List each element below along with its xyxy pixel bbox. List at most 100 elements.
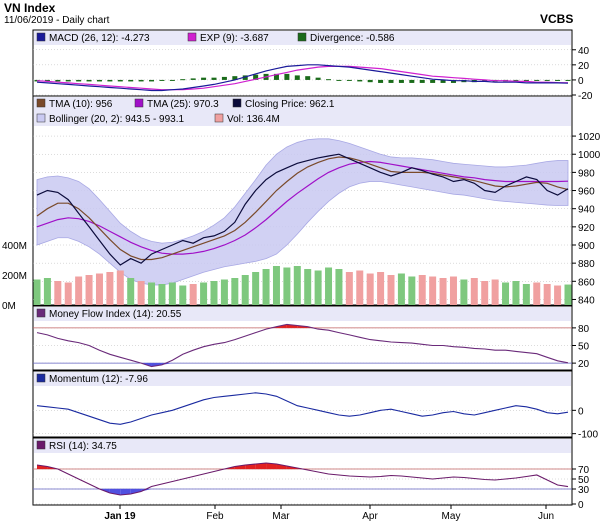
- divergence-bar: [544, 79, 550, 81]
- divergence-bar: [242, 75, 248, 80]
- volume-bar: [127, 278, 135, 305]
- x-tick-label: Jun: [538, 511, 554, 522]
- volume-bar: [345, 272, 353, 305]
- price-ytick-label: 840: [578, 295, 595, 306]
- divergence-bar: [55, 79, 61, 82]
- price-panel: TMA (10): 956 TMA (25): 970.3 Closing Pric…: [2, 95, 601, 312]
- divergence-bar: [169, 79, 175, 81]
- rsi-ytick-label: 70: [578, 465, 590, 476]
- divergence-bar: [419, 79, 425, 83]
- divergence-bar: [273, 73, 279, 80]
- price-legend-swatch: [134, 98, 144, 108]
- x-tick-label: Jan 19: [104, 511, 136, 522]
- mfi-ytick-label: 50: [578, 342, 590, 353]
- divergence-bar: [149, 79, 155, 82]
- divergence-bar: [555, 79, 561, 81]
- price-ytick-label: 980: [578, 168, 595, 179]
- price-ytick-label: 900: [578, 241, 595, 252]
- divergence-bar: [76, 79, 82, 82]
- momentum-panel: Momentum (12): -7.96 0 -100: [32, 370, 598, 441]
- x-tick-label: Apr: [362, 511, 378, 522]
- volume-bar: [502, 282, 510, 305]
- price-legend-label: TMA (25): 970.3: [147, 99, 219, 110]
- x-tick-label: Mar: [272, 511, 290, 522]
- volume-bar: [168, 282, 176, 305]
- volume-bar: [522, 284, 530, 305]
- chart-title: VN Index: [4, 1, 56, 15]
- volume-bar: [397, 273, 405, 305]
- rsi-legend-label: RSI (14): 34.75: [49, 441, 117, 452]
- volume-bar: [325, 267, 333, 305]
- rsi-legend-swatch: [36, 440, 46, 450]
- volume-bar: [272, 266, 280, 305]
- x-tick-label: Feb: [206, 511, 224, 522]
- macd-legend-label: EXP (9): -3.687: [200, 33, 269, 44]
- mfi-ytick-label: 80: [578, 324, 590, 335]
- divergence-bar: [284, 73, 290, 80]
- volume-bar: [241, 275, 249, 305]
- macd-legend-label: Divergence: -0.586: [310, 33, 395, 44]
- divergence-bar: [190, 78, 196, 80]
- divergence-bar: [315, 77, 321, 80]
- price-legend-label: Bollinger (20, 2): 943.5 - 993.1: [49, 114, 185, 125]
- divergence-bar: [513, 79, 519, 81]
- divergence-bar: [450, 79, 456, 83]
- volume-tick-label: 200M: [2, 271, 27, 282]
- volume-bar: [512, 281, 520, 305]
- volume-bar: [189, 284, 197, 305]
- volume-bar: [64, 282, 72, 305]
- divergence-bar: [117, 79, 123, 82]
- divergence-bar: [65, 79, 71, 82]
- rsi-ytick-label: 0: [578, 500, 584, 511]
- divergence-bar: [326, 79, 332, 81]
- volume-bar: [460, 279, 468, 305]
- rsi-ytick-label: 30: [578, 485, 590, 496]
- volume-bar: [356, 270, 364, 305]
- rsi-overbought-fill: [266, 463, 277, 469]
- volume-bar: [481, 281, 489, 305]
- volume-bar: [200, 282, 208, 305]
- divergence-bar: [294, 75, 300, 80]
- volume-tick-label: 400M: [2, 241, 27, 252]
- x-tick-label: May: [442, 511, 461, 522]
- macd-panel: MACD (26, 12): -4.273 EXP (9): -3.687 Dive…: [32, 29, 593, 102]
- mfi-panel: Money Flow Index (14): 20.55 80 50 20: [32, 305, 590, 371]
- price-legend-swatch: [36, 98, 46, 108]
- rsi-oversold-fill: [130, 489, 142, 494]
- chart-subtitle: 11/06/2019 - Daily chart: [4, 15, 110, 26]
- divergence-bar: [346, 79, 352, 81]
- volume-bar: [43, 278, 51, 305]
- closing-price-line: [36, 153, 569, 266]
- price-legend-bg: [34, 97, 571, 126]
- divergence-bar: [336, 79, 342, 81]
- tma10-line: [36, 156, 569, 261]
- brand-label: VCBS: [540, 12, 573, 26]
- volume-bar: [335, 269, 343, 305]
- volume-bar: [231, 278, 239, 305]
- mfi-line: [36, 323, 569, 368]
- volume-bar: [293, 266, 301, 305]
- macd-legend-label: MACD (26, 12): -4.273: [49, 33, 150, 44]
- price-legend-label: Closing Price: 962.1: [245, 99, 335, 110]
- price-legend-label: TMA (10): 956: [49, 99, 113, 110]
- macd-legend-swatch: [297, 32, 307, 42]
- momentum-ytick-label: 0: [578, 406, 584, 417]
- divergence-bar: [398, 79, 404, 83]
- divergence-bar: [523, 79, 529, 82]
- macd-ytick-label: 40: [578, 46, 590, 57]
- momentum-line: [36, 392, 569, 425]
- x-axis: Jan 19 Feb Mar Apr May Jun: [104, 505, 554, 522]
- price-ytick-label: 880: [578, 259, 595, 270]
- divergence-bar: [96, 79, 102, 82]
- volume-bar: [314, 270, 322, 305]
- price-ytick-label: 960: [578, 187, 595, 198]
- macd-legend-swatch: [187, 32, 197, 42]
- divergence-bar: [367, 79, 373, 83]
- divergence-bar: [44, 79, 50, 82]
- volume-bar: [470, 278, 478, 305]
- volume-bar: [439, 278, 447, 305]
- volume-bar: [210, 281, 218, 305]
- volume-bar: [148, 282, 156, 305]
- volume-bar: [75, 276, 83, 305]
